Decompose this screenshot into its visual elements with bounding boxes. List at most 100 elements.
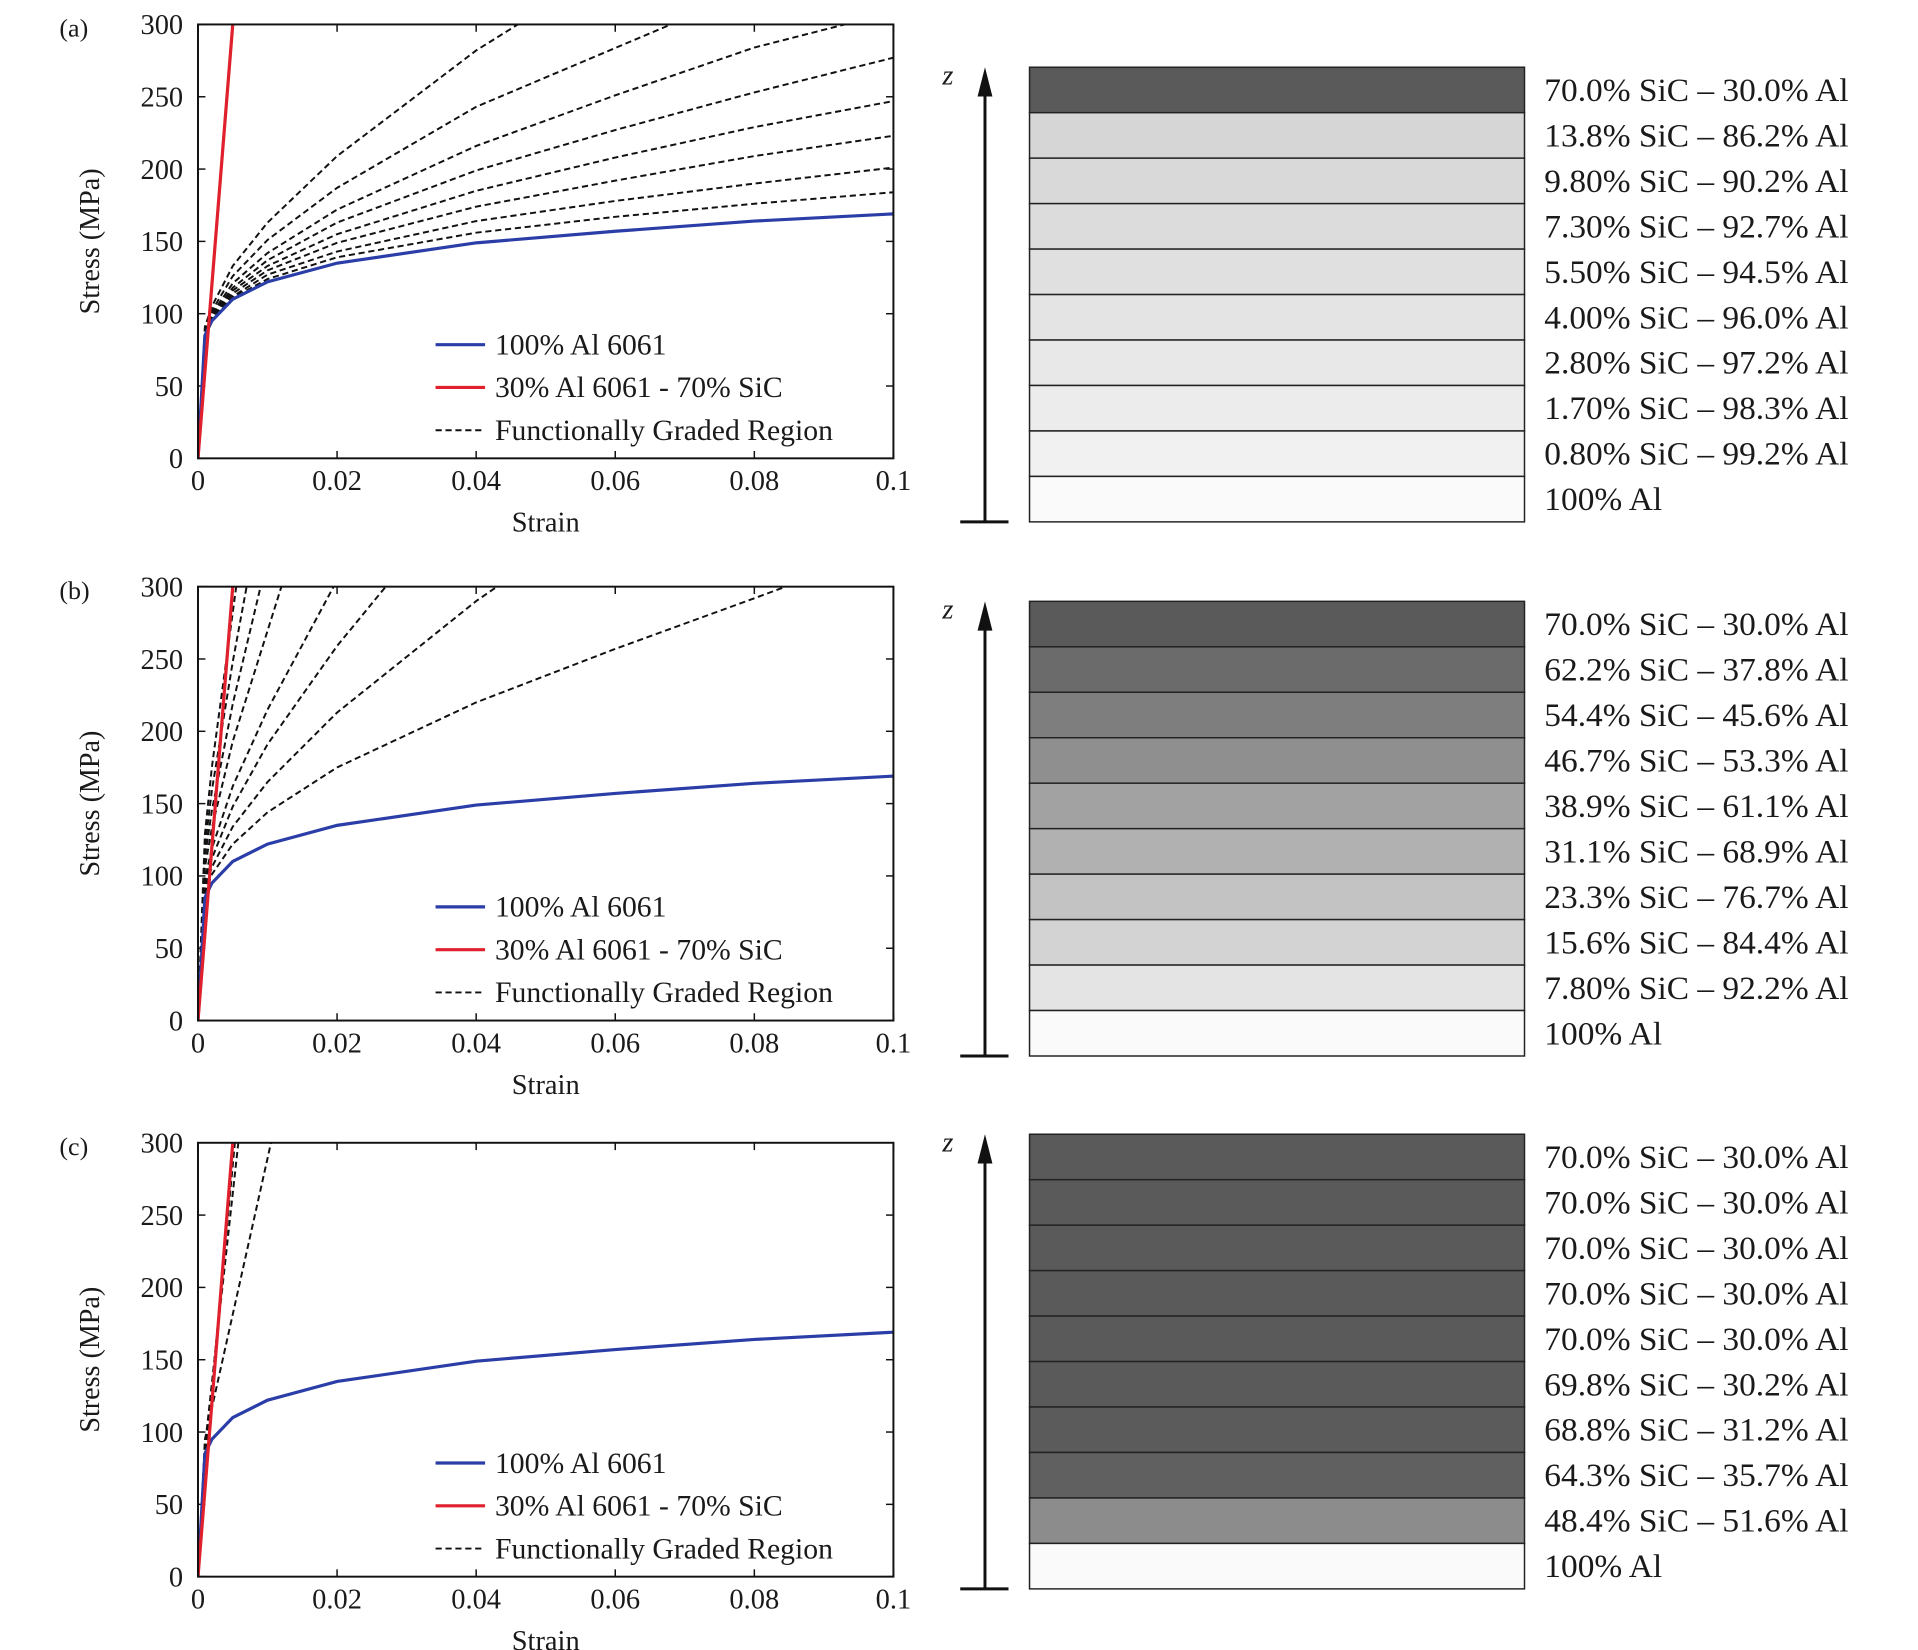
x-tick-label: 0.06: [590, 1028, 640, 1059]
layer-5: [1028, 1315, 1526, 1363]
layer-10: [1028, 475, 1526, 523]
panel-label: (b): [59, 576, 89, 605]
layer-5: [1028, 248, 1526, 296]
y-tick-label: 150: [140, 790, 183, 821]
x-tick-label: 0.02: [312, 466, 362, 497]
legend-label: Functionally Graded Region: [495, 415, 833, 447]
layer-1: [1028, 600, 1526, 648]
x-tick-label: 0.1: [876, 1028, 912, 1059]
layer-label: 70.0% SiC – 30.0% Al: [1544, 1276, 1848, 1313]
x-tick-label: 0: [191, 1585, 205, 1616]
layer-label: 15.6% SiC – 84.4% Al: [1544, 925, 1848, 962]
x-tick-label: 0: [191, 466, 205, 497]
x-tick-label: 0.04: [451, 1585, 501, 1616]
layer-label: 0.80% SiC – 99.2% Al: [1544, 436, 1848, 473]
x-tick-label: 0.1: [876, 466, 912, 497]
y-tick-label: 50: [155, 1490, 183, 1521]
legend: 100% Al 6061 30% Al 6061 - 70% SiC Functio…: [435, 1448, 833, 1565]
z-axis-label: z: [941, 595, 953, 626]
y-tick-label: 0: [169, 1563, 183, 1594]
graded-region-curve-8: [197, 1142, 272, 1577]
layer-8: [1028, 918, 1526, 966]
z-arrow-head-icon: [977, 601, 993, 631]
layer-4: [1028, 736, 1526, 784]
y-tick-label: 300: [140, 573, 183, 604]
layer-4: [1028, 202, 1526, 250]
layer-7: [1028, 339, 1526, 387]
layer-label: 70.0% SiC – 30.0% Al: [1544, 72, 1848, 109]
y-tick-label: 300: [140, 10, 183, 41]
legend: 100% Al 6061 30% Al 6061 - 70% SiC Functio…: [435, 892, 833, 1009]
layer-label: 64.3% SiC – 35.7% Al: [1544, 1457, 1848, 1494]
x-tick-label: 0.1: [876, 1585, 912, 1616]
sic-composite-curve: [197, 586, 235, 1021]
panel-label: (c): [59, 1132, 88, 1161]
panel-c: (c) 0 0.02 0.04 0.06 0.08 0.1 0 50 100 150 200 250 30…: [59, 1127, 1848, 1650]
z-arrow-head-icon: [977, 67, 993, 97]
y-tick-label: 150: [140, 1346, 183, 1377]
graded-region-curve-4: [197, 100, 894, 459]
layer-label: 2.80% SiC – 97.2% Al: [1544, 345, 1848, 382]
x-tick-label: 0.02: [312, 1028, 362, 1059]
y-tick-label: 150: [140, 227, 183, 258]
sic-composite-curve: [197, 1142, 235, 1577]
layer-8: [1028, 384, 1526, 432]
y-tick-label: 100: [140, 300, 183, 331]
plot-lines: [197, 586, 894, 1021]
layer-9: [1028, 964, 1526, 1012]
layer-3: [1028, 1224, 1526, 1272]
layer-label: 70.0% SiC – 30.0% Al: [1544, 1139, 1848, 1176]
layer-label: 100% Al: [1544, 1015, 1662, 1052]
x-tick-label: 0.04: [451, 466, 501, 497]
layer-2: [1028, 646, 1526, 694]
graded-region-curve-7: [197, 586, 248, 1021]
layer-10: [1028, 1009, 1526, 1057]
y-tick-label: 0: [169, 444, 183, 475]
layer-stack: z 70.0% SiC – 30.0% Al 13.8% SiC – 86.2% A…: [941, 60, 1849, 524]
x-tick-label: 0.04: [451, 1028, 501, 1059]
layer-label: 4.00% SiC – 96.0% Al: [1544, 299, 1848, 336]
plot-frame: [196, 23, 895, 460]
y-tick-label: 300: [140, 1129, 183, 1160]
layer-7: [1028, 1406, 1526, 1454]
layer-label: 9.80% SiC – 90.2% Al: [1544, 163, 1848, 200]
layer-3: [1028, 157, 1526, 205]
x-tick-label: 0.08: [729, 466, 779, 497]
panel-a: (a) 0 0.02 0.04 0.06 0.08 0.1 0 50 100 150 200 250 30…: [59, 10, 1848, 538]
z-axis-label: z: [941, 1127, 953, 1158]
y-tick-label: 250: [140, 83, 183, 114]
layer-7: [1028, 873, 1526, 921]
layer-9: [1028, 430, 1526, 478]
sic-composite-curve: [197, 24, 235, 459]
panel-label: (a): [59, 14, 88, 43]
legend-label: 30% Al 6061 - 70% SiC: [495, 372, 783, 404]
x-tick-label: 0.06: [590, 466, 640, 497]
y-axis-label: Stress (MPa): [75, 731, 106, 877]
layer-2: [1028, 1178, 1526, 1226]
y-axis-label: Stress (MPa): [75, 168, 106, 314]
layer-label: 62.2% SiC – 37.8% Al: [1544, 652, 1848, 689]
layer-label: 48.4% SiC – 51.6% Al: [1544, 1503, 1848, 1540]
x-tick-label: 0.08: [729, 1585, 779, 1616]
y-tick-label: 200: [140, 717, 183, 748]
layer-label: 70.0% SiC – 30.0% Al: [1544, 606, 1848, 643]
layer-label: 38.9% SiC – 61.1% Al: [1544, 788, 1848, 825]
graded-region-curve-7: [197, 24, 672, 459]
panel-b: (b) 0 0.02 0.04 0.06 0.08 0.1 0 50 100 150 200 250 30…: [59, 573, 1848, 1101]
x-axis-label: Strain: [512, 1070, 580, 1101]
y-tick-label: 200: [140, 1273, 183, 1304]
layer-9: [1028, 1497, 1526, 1545]
y-axis-label: Stress (MPa): [75, 1287, 106, 1433]
y-tick-label: 100: [140, 1418, 183, 1449]
plot-lines: [197, 24, 894, 459]
x-axis-label: Strain: [512, 508, 580, 539]
legend-label: 100% Al 6061: [495, 330, 667, 362]
legend-label: 30% Al 6061 - 70% SiC: [495, 1491, 783, 1523]
legend-label: Functionally Graded Region: [495, 977, 833, 1009]
y-tick-label: 50: [155, 372, 183, 403]
layer-4: [1028, 1269, 1526, 1317]
layer-stack: z 70.0% SiC – 30.0% Al 70.0% SiC – 30.0% A…: [941, 1127, 1849, 1591]
legend: 100% Al 6061 30% Al 6061 - 70% SiC Functio…: [435, 330, 833, 447]
layer-label: 1.70% SiC – 98.3% Al: [1544, 390, 1848, 427]
